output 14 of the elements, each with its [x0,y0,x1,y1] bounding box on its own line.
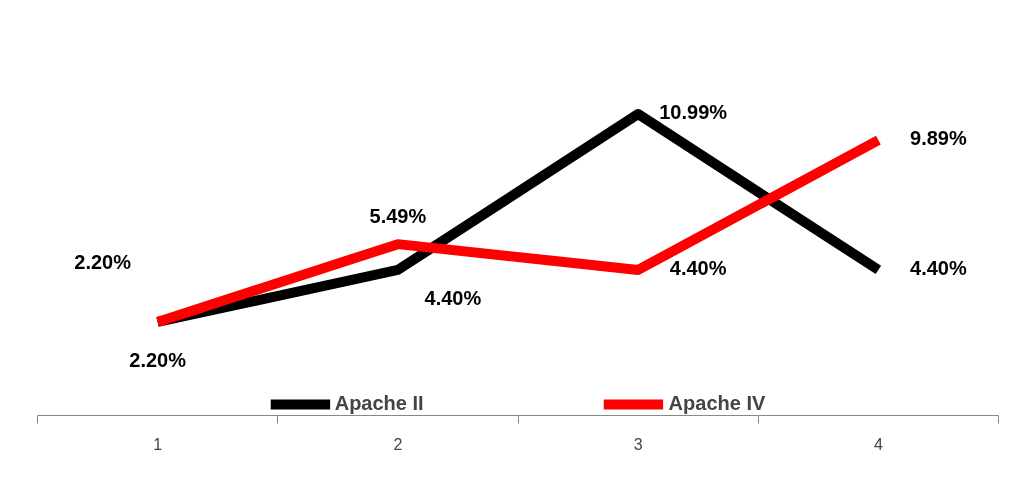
data-label: 4.40% [910,256,967,279]
data-label: 2.20% [129,348,187,371]
data-label: 9.89% [910,127,967,150]
x-tick-label: 3 [633,435,643,453]
x-tick-label: 2 [393,435,403,453]
data-label: 2.20% [74,250,132,273]
legend-label: Apache IV [668,392,766,415]
x-tick-label: 1 [153,435,163,453]
x-tick-label: 4 [873,435,883,453]
data-label: 10.99% [659,101,728,124]
data-label: 4.40% [669,256,727,279]
data-label: 4.40% [424,286,482,309]
data-label: 5.49% [369,205,427,228]
legend-label: Apache II [334,392,424,415]
